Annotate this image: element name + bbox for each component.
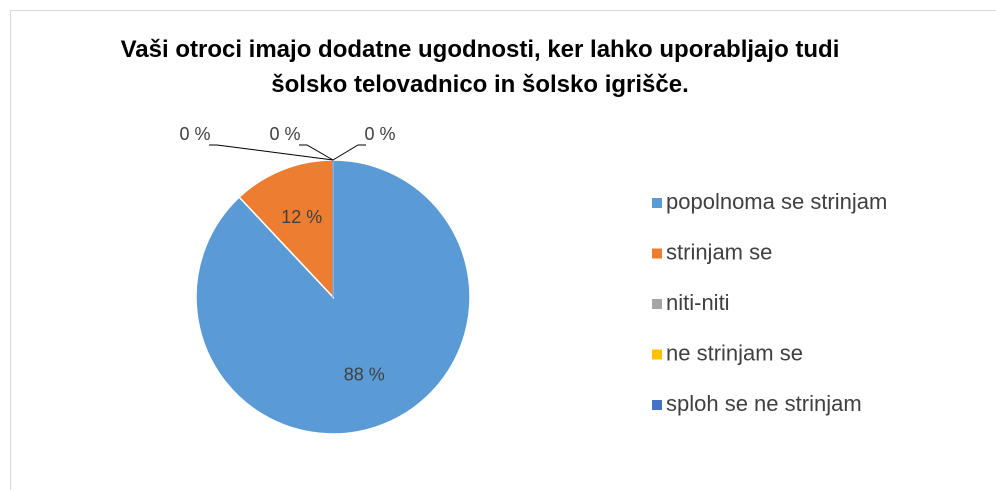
leader-line: [209, 144, 334, 161]
data-label: 0 %: [179, 124, 210, 144]
legend-swatch: [652, 349, 662, 360]
legend-swatch: [652, 400, 662, 410]
legend-swatch: [652, 248, 662, 259]
data-label: 0 %: [269, 124, 300, 144]
chart: 88 % 12 % 0 % 0 % 0 % popolnoma se strinjam st…: [179, 124, 887, 435]
page: Vaši otroci imajo dodatne ugodnosti, ker…: [10, 10, 996, 490]
chart-frame: [10, 10, 996, 490]
pie-slice: [238, 159, 334, 299]
legend-label: strinjam se: [666, 239, 772, 264]
legend-label: niti-niti: [666, 290, 730, 315]
data-label: 12 %: [281, 207, 322, 227]
legend-label: popolnoma se strinjam: [666, 189, 887, 214]
leader-line: [299, 144, 334, 161]
legend-label: sploh se ne strinjam: [666, 391, 862, 416]
chart-title: Vaši otroci imajo dodatne ugodnosti, ker…: [120, 36, 840, 98]
leader-line: [332, 144, 366, 161]
legend-swatch: [652, 198, 662, 208]
data-label: 88 %: [344, 365, 385, 385]
data-label: 0 %: [364, 124, 395, 144]
legend-label: ne strinjam se: [666, 340, 803, 365]
legend-swatch: [652, 299, 662, 309]
